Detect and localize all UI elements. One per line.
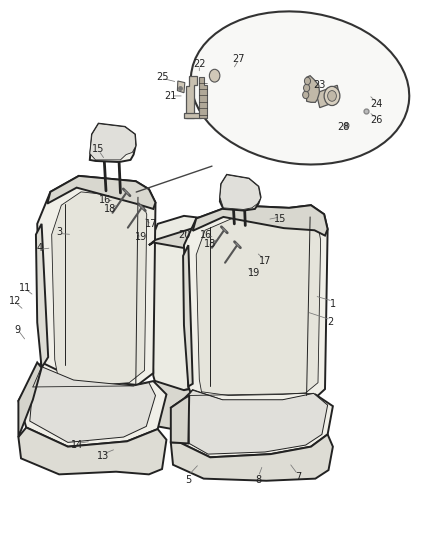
Text: 17: 17 xyxy=(145,219,157,229)
Text: 1: 1 xyxy=(330,299,336,309)
Text: 15: 15 xyxy=(274,214,286,223)
Text: 13: 13 xyxy=(97,451,109,461)
Text: 27: 27 xyxy=(233,54,245,63)
Text: 18: 18 xyxy=(204,239,216,248)
Circle shape xyxy=(328,91,336,101)
Text: 22: 22 xyxy=(193,59,205,69)
Polygon shape xyxy=(30,367,155,442)
Polygon shape xyxy=(149,216,219,390)
Polygon shape xyxy=(184,205,328,402)
Polygon shape xyxy=(307,76,320,102)
Text: 11: 11 xyxy=(19,283,32,293)
Circle shape xyxy=(304,77,311,85)
Text: 4: 4 xyxy=(36,243,42,253)
Polygon shape xyxy=(90,124,136,162)
Circle shape xyxy=(303,91,309,99)
Polygon shape xyxy=(318,85,339,108)
Polygon shape xyxy=(18,362,42,437)
Text: 2: 2 xyxy=(328,318,334,327)
Text: 20: 20 xyxy=(178,230,190,239)
Polygon shape xyxy=(184,113,201,118)
Text: 16: 16 xyxy=(99,195,111,205)
Text: 3: 3 xyxy=(56,227,62,237)
Polygon shape xyxy=(52,192,147,386)
Polygon shape xyxy=(193,205,328,236)
Polygon shape xyxy=(199,77,207,118)
Text: 24: 24 xyxy=(371,99,383,109)
Polygon shape xyxy=(171,434,333,481)
Text: 12: 12 xyxy=(9,296,21,306)
Text: 26: 26 xyxy=(371,115,383,125)
Polygon shape xyxy=(18,427,166,474)
Polygon shape xyxy=(36,224,48,368)
Text: 16: 16 xyxy=(200,230,212,239)
Polygon shape xyxy=(149,225,219,248)
Circle shape xyxy=(324,86,340,106)
Polygon shape xyxy=(37,176,155,390)
Polygon shape xyxy=(90,124,136,160)
Polygon shape xyxy=(186,76,197,118)
Polygon shape xyxy=(183,245,193,386)
Text: 25: 25 xyxy=(156,72,168,82)
Text: 28: 28 xyxy=(338,122,350,132)
Polygon shape xyxy=(47,176,155,209)
Text: 8: 8 xyxy=(255,475,261,484)
Text: 19: 19 xyxy=(248,269,260,278)
Polygon shape xyxy=(171,390,333,457)
Polygon shape xyxy=(188,390,328,454)
Polygon shape xyxy=(18,362,166,447)
Polygon shape xyxy=(177,81,185,93)
Text: 14: 14 xyxy=(71,440,83,450)
Polygon shape xyxy=(220,175,261,209)
Circle shape xyxy=(304,84,310,92)
Text: 23: 23 xyxy=(314,80,326,90)
Polygon shape xyxy=(196,217,321,395)
Text: 18: 18 xyxy=(104,205,117,214)
Text: 21: 21 xyxy=(165,91,177,101)
Ellipse shape xyxy=(191,11,409,165)
Text: 19: 19 xyxy=(135,232,147,242)
Text: 5: 5 xyxy=(185,475,191,484)
Text: 9: 9 xyxy=(14,326,21,335)
Text: 7: 7 xyxy=(295,472,301,482)
Polygon shape xyxy=(149,381,219,433)
Polygon shape xyxy=(171,395,189,443)
Text: 15: 15 xyxy=(92,144,105,154)
Polygon shape xyxy=(220,175,261,211)
Text: 17: 17 xyxy=(259,256,271,266)
Circle shape xyxy=(209,69,220,82)
